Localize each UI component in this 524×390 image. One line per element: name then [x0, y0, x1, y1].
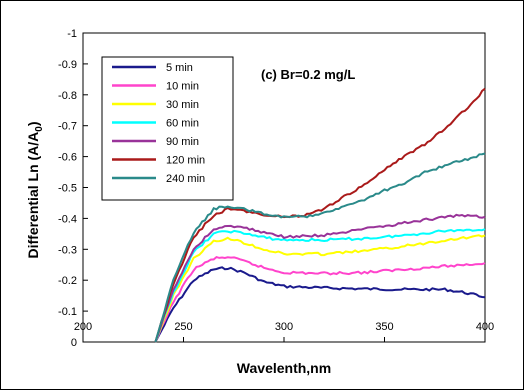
- x-tick-label: 200: [74, 321, 92, 333]
- legend-entries: 5 min 10 min 30 min 60 min 90 min 120 min 240 …: [112, 62, 205, 185]
- y-tick-label: -0.1: [58, 306, 77, 318]
- y-tick-label: -0.2: [58, 275, 77, 287]
- series-line-30-min: [154, 234, 486, 343]
- legend-label: 10 min: [166, 81, 199, 93]
- y-tick-label: -0.3: [58, 244, 77, 256]
- legend-label: 120 min: [166, 155, 205, 167]
- legend-label: 5 min: [166, 62, 193, 74]
- y-axis-label-subscript: 0: [34, 126, 45, 132]
- y-axis: 0 -0.1 -0.2 -0.3 -0.4 -0.5 -0.6 -0.7 -0.8 -0.9 -1: [58, 28, 88, 349]
- y-axis-label-main: Differential Ln (A/A: [25, 132, 41, 259]
- legend-box: [101, 56, 234, 201]
- series-line-240-min: [154, 152, 486, 343]
- x-tick-label: 400: [476, 321, 494, 333]
- series-line-60-min: [154, 228, 486, 343]
- legend: 5 min 10 min 30 min 60 min 90 min 120 min 240 …: [101, 56, 234, 201]
- y-axis-label-close: ): [25, 121, 41, 126]
- y-tick-label: 0: [71, 337, 77, 349]
- y-tick-label: -0.7: [58, 121, 77, 133]
- series-line-120-min: [154, 87, 486, 343]
- chart-annotation: (c) Br=0.2 mg/L: [261, 67, 355, 82]
- legend-label: 240 min: [166, 173, 205, 185]
- series-line-5-min: [154, 266, 486, 343]
- y-tick-label: -0.8: [58, 90, 77, 102]
- x-tick-label: 250: [174, 321, 192, 333]
- legend-label: 90 min: [166, 136, 199, 148]
- y-tick-label: -0.9: [58, 59, 77, 71]
- series-layer: [154, 87, 486, 343]
- legend-label: 60 min: [166, 118, 199, 130]
- x-axis: 200 250 300 350 400: [74, 321, 494, 342]
- series-line-10-min: [154, 255, 486, 343]
- y-tick-label: -1: [67, 28, 77, 40]
- y-axis-label: Differential Ln (A/A0): [25, 121, 45, 258]
- y-tick-label: -0.6: [58, 152, 77, 164]
- series-line-90-min: [154, 213, 486, 343]
- x-tick-label: 300: [275, 321, 293, 333]
- y-tick-label: -0.5: [58, 183, 77, 195]
- x-axis-label: Wavelenth,nm: [237, 360, 331, 376]
- legend-label: 30 min: [166, 99, 199, 111]
- y-tick-label: -0.4: [58, 213, 77, 225]
- x-tick-label: 350: [375, 321, 393, 333]
